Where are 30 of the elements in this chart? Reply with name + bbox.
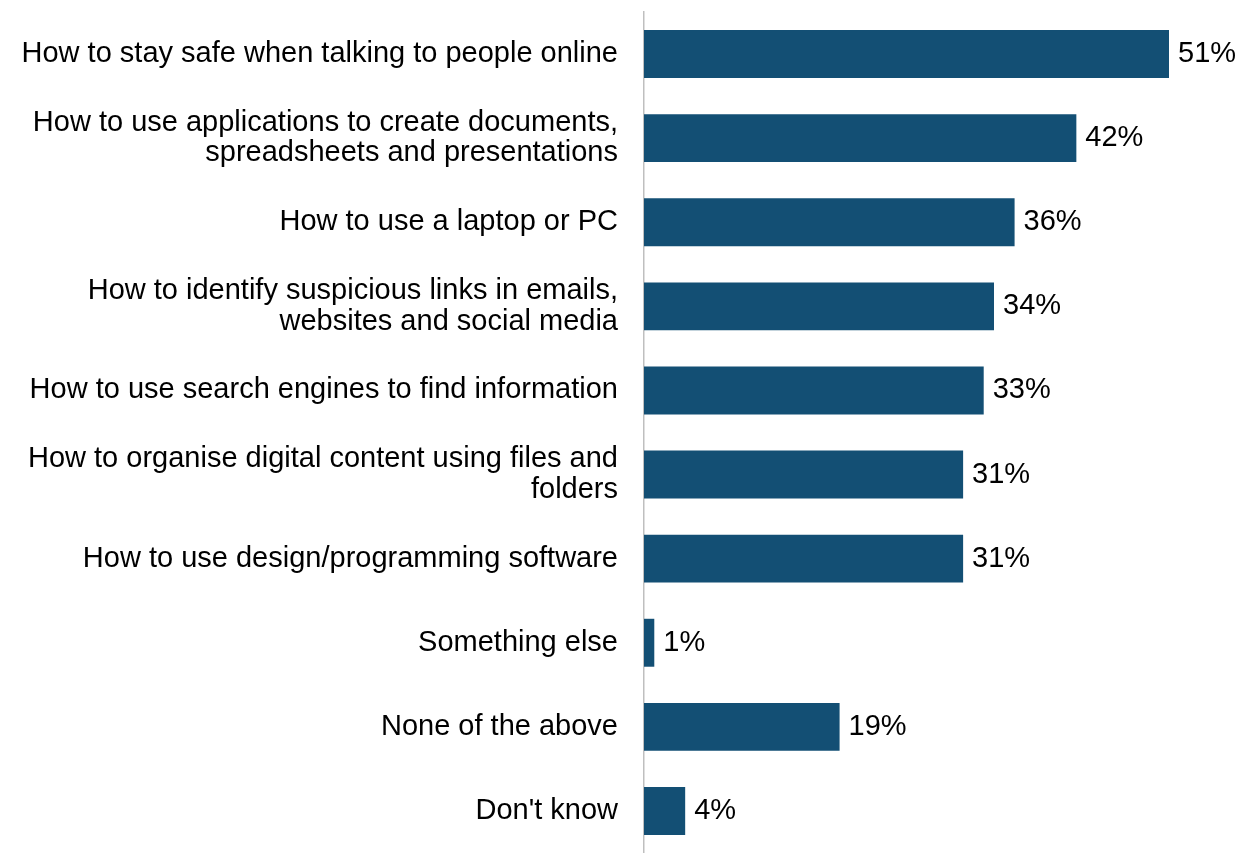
- y-tick-label: How to stay safe when talking to people online: [21, 36, 618, 69]
- y-tick-label: How to use a laptop or PC: [279, 204, 618, 237]
- data-label: 19%: [848, 708, 907, 741]
- data-label: 42%: [1085, 120, 1144, 153]
- y-tick-label: How to use applications to create documents, spreadsheets and presentations: [32, 104, 618, 168]
- y-tick-label: Don't know: [475, 792, 620, 825]
- bar: [644, 534, 964, 583]
- y-tick-label: None of the above: [380, 708, 618, 741]
- y-tick-label: Something else: [418, 624, 618, 657]
- bar: [644, 450, 964, 499]
- bar: [644, 30, 1169, 79]
- bar: [644, 618, 655, 667]
- data-label: 36%: [1023, 204, 1082, 237]
- bar: [644, 366, 984, 415]
- data-label: 31%: [972, 456, 1031, 489]
- y-tick-label: How to identify suspicious links in emails, websites and social media: [87, 273, 619, 336]
- data-label: 51%: [1178, 36, 1237, 69]
- bar: [644, 114, 1077, 163]
- bar: [644, 282, 994, 331]
- data-label: 33%: [992, 372, 1051, 405]
- y-tick-label: How to organise digital content using files and folders: [27, 441, 618, 504]
- bar: [644, 702, 840, 751]
- y-tick-label: How to use search engines to find information: [29, 372, 618, 405]
- data-label: 4%: [694, 792, 737, 825]
- y-tick-label: How to use design/programming software: [82, 540, 618, 573]
- data-label: 31%: [972, 540, 1031, 573]
- data-label: 1%: [663, 624, 706, 657]
- bar: [644, 786, 686, 835]
- bar: [644, 198, 1015, 247]
- data-label: 34%: [1003, 288, 1062, 321]
